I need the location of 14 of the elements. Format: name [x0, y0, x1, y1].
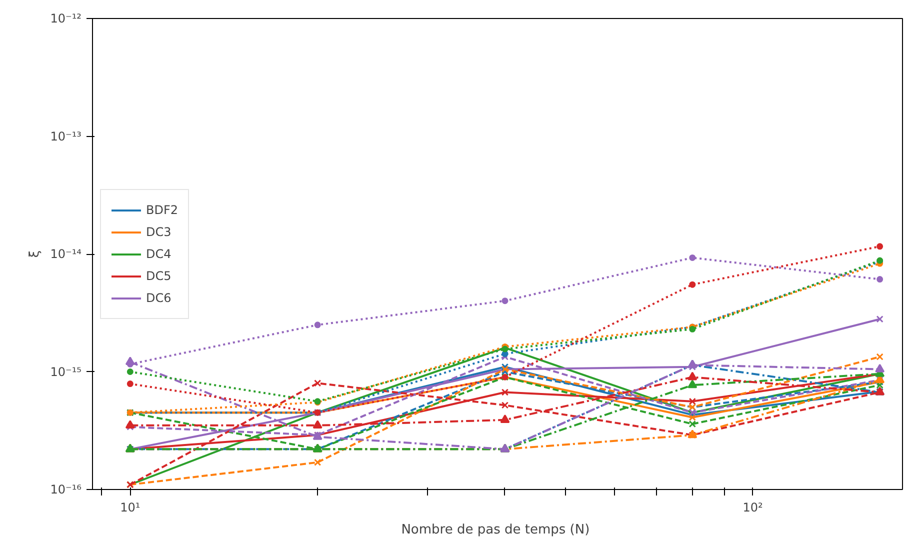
x-axis-title: Nombre de pas de temps (N) [401, 522, 590, 538]
y-tick-label: 10⁻¹⁴ [50, 247, 82, 261]
x-tick-label: 10¹ [120, 500, 140, 514]
legend-label: DC3 [146, 224, 172, 238]
legend-label: DC5 [146, 268, 172, 282]
legend-label: DC4 [146, 246, 172, 260]
x-tick-label: 10² [742, 500, 763, 514]
y-axis-title: ξ [27, 250, 42, 258]
legend-label: BDF2 [146, 202, 178, 216]
y-tick-label: 10⁻¹⁵ [50, 364, 82, 379]
y-tick-label: 10⁻¹³ [50, 129, 82, 144]
legend-label: DC6 [146, 290, 172, 304]
y-tick-label: 10⁻¹⁶ [50, 482, 82, 496]
y-tick-label: 10⁻¹² [50, 12, 82, 26]
